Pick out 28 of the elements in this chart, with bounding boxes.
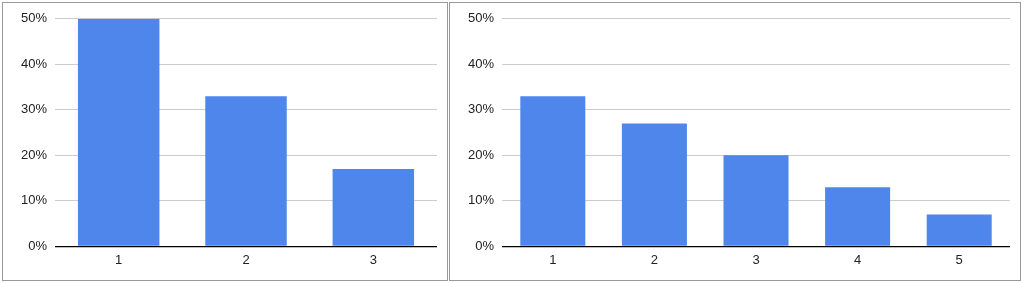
x-tick-label: 1 bbox=[115, 251, 123, 267]
y-tick-label: 40% bbox=[467, 55, 495, 71]
y-tick-label: 30% bbox=[20, 101, 48, 117]
y-tick-label: 30% bbox=[467, 101, 495, 117]
x-tick-label: 4 bbox=[853, 251, 862, 267]
bar bbox=[520, 96, 586, 246]
x-tick-label: 3 bbox=[752, 251, 760, 267]
y-tick-label: 10% bbox=[20, 192, 48, 208]
y-tick-label: 0% bbox=[475, 237, 495, 253]
x-tick-label: 1 bbox=[549, 251, 557, 267]
x-tick-label: 3 bbox=[369, 251, 377, 267]
y-tick-label: 20% bbox=[467, 146, 495, 162]
bar bbox=[205, 96, 287, 246]
bar bbox=[621, 123, 687, 246]
bar bbox=[77, 18, 160, 246]
y-tick-label: 50% bbox=[467, 10, 495, 26]
x-tick-label: 5 bbox=[955, 251, 963, 267]
bar bbox=[926, 214, 992, 246]
bar bbox=[825, 187, 891, 246]
y-tick-label: 10% bbox=[467, 192, 495, 208]
y-tick-label: 0% bbox=[28, 237, 48, 253]
y-tick-label: 50% bbox=[20, 10, 48, 26]
y-tick-label: 40% bbox=[20, 55, 48, 71]
y-tick-label: 20% bbox=[20, 146, 48, 162]
x-tick-label: 2 bbox=[242, 251, 250, 267]
x-tick-label: 2 bbox=[650, 251, 659, 267]
bar bbox=[723, 155, 789, 246]
bar bbox=[332, 169, 415, 246]
